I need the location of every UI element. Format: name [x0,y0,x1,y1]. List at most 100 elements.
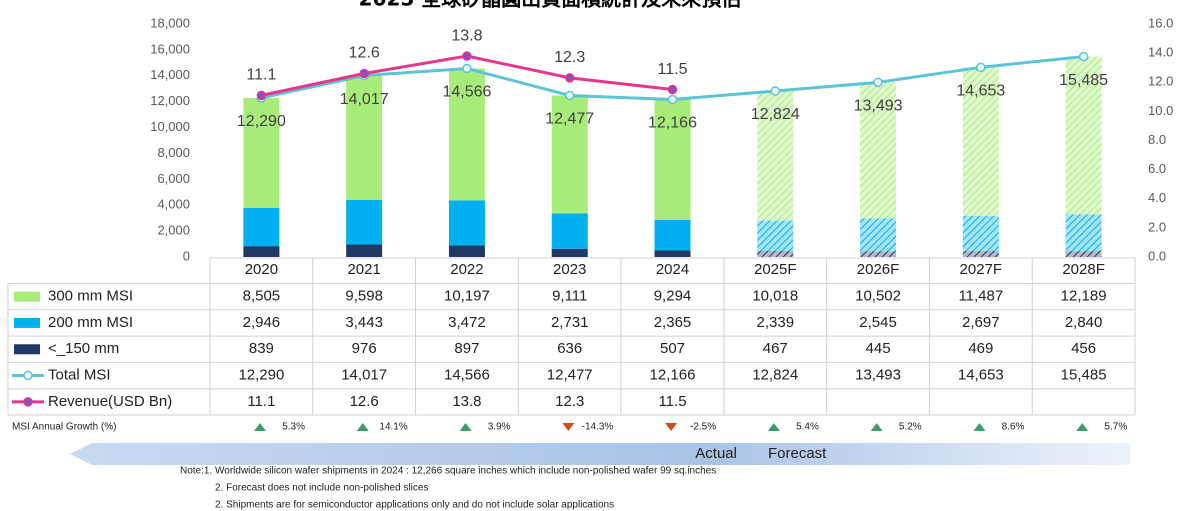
growth-arrow [973,423,986,431]
bar [346,75,383,200]
table-cell: 12,189 [1061,288,1107,305]
y2-tick-label: 6.0 [1148,161,1166,176]
bar [448,245,485,257]
bar [551,95,588,214]
growth-arrow [870,423,883,431]
bar [346,199,383,245]
y2-tick-label: 8.0 [1148,132,1166,147]
table-cell: 8,505 [243,288,281,305]
growth-label: 5.2% [899,422,922,433]
point [462,63,472,74]
table-cell: 636 [557,340,582,357]
growth-arrow [665,423,678,431]
note: Note:1. Worldwide silicon wafer shipment… [180,466,716,477]
y-tick-label: 12,000 [150,93,190,108]
growth-label: 3.9% [488,422,511,433]
bar [860,251,897,257]
legend-marker [23,370,33,381]
growth-label: 5.7% [1104,422,1127,433]
data-label: 14,017 [340,91,389,108]
table-cell: 10,502 [855,288,901,305]
bar [962,216,999,251]
bar [757,220,794,251]
point [1078,51,1089,62]
table-cell: 2,840 [1065,314,1103,331]
growth-arrow [562,423,575,431]
growth-arrow [1076,423,1089,431]
table-cell: 11,487 [958,288,1003,305]
data-label: 15,485 [1059,72,1108,89]
table-cell: 12.6 [350,393,379,410]
y2-tick-label: 12.0 [1148,74,1173,89]
data-label: 11.1 [246,67,276,84]
growth-arrow [254,423,266,431]
table-cell: 11.5 [658,393,686,410]
y-tick-label: 18,000 [150,15,190,30]
y2-tick-label: 16.0 [1148,15,1173,30]
bar [654,250,691,257]
legend-swatch [14,344,40,355]
growth-label: 5.3% [282,422,305,433]
x-tick-label: 2028F [1062,261,1105,278]
legend-label: 200 mm MSI [48,314,133,331]
x-tick-label: 2024 [656,261,689,278]
table-cell: 456 [1071,340,1096,357]
y-tick-label: 14,000 [150,67,190,82]
bar [1065,251,1102,257]
note: 2. Shipments are for semiconductor appli… [215,500,614,511]
table-cell: 839 [249,340,274,357]
x-tick-label: 2026F [857,261,900,278]
y-tick-label: 0 [183,248,190,263]
table-cell: 13,493 [855,367,901,384]
data-label: 12,290 [237,113,286,130]
y-tick-label: 8,000 [157,145,190,160]
growth-label: 5.4% [796,422,819,433]
point [359,68,369,79]
data-label: 12.6 [349,45,380,62]
table-cell: 467 [763,340,788,357]
legend-label: 300 mm MSI [48,288,133,305]
table-cell: 2,697 [962,314,1000,331]
chart-title: 2025 全球矽晶圓出貨面積統計及未來預估 [359,0,742,11]
y2-tick-label: 4.0 [1148,190,1166,205]
data-label: 12,166 [648,115,697,132]
point [873,77,883,88]
y2-tick-label: 14.0 [1148,45,1173,60]
y2-tick-label: 0.0 [1148,248,1166,263]
growth-label: 14.1% [379,422,407,433]
point [770,86,781,96]
forecast-label: Forecast [768,445,827,462]
x-tick-label: 2027F [960,261,1003,278]
bar [654,219,691,251]
table-cell: 9,598 [345,288,383,305]
table-cell: 469 [968,340,993,357]
table-cell: 15,485 [1061,367,1107,384]
x-tick-label: 2022 [450,261,483,278]
table-cell: 2,731 [551,314,589,331]
table-cell: 12,477 [547,367,593,384]
growth-arrow [356,423,369,431]
point [667,94,678,105]
bar [243,246,280,257]
data-label: 12,477 [545,111,594,128]
table-cell: 3,443 [345,314,383,331]
legend-swatch [14,291,40,302]
bar [1065,214,1102,252]
table-cell: 13.8 [452,393,481,410]
legend-marker [23,397,33,407]
bar [1065,56,1102,215]
bar [654,99,691,220]
y-tick-label: 4,000 [157,197,190,212]
y2-tick-label: 2.0 [1148,219,1166,234]
x-tick-label: 2023 [553,261,586,278]
data-label: 14,566 [442,84,491,101]
data-label: 12.3 [554,49,585,66]
bar [962,67,999,217]
legend-label: Total MSI [48,367,111,384]
growth-label: -14.3% [582,422,614,433]
table-cell: 14,566 [444,367,490,384]
legend-label: <_150 mm [48,340,119,357]
legend-label: Revenue(USD Bn) [48,393,172,410]
data-label: 13.8 [451,27,482,44]
table-cell: 507 [660,340,685,357]
